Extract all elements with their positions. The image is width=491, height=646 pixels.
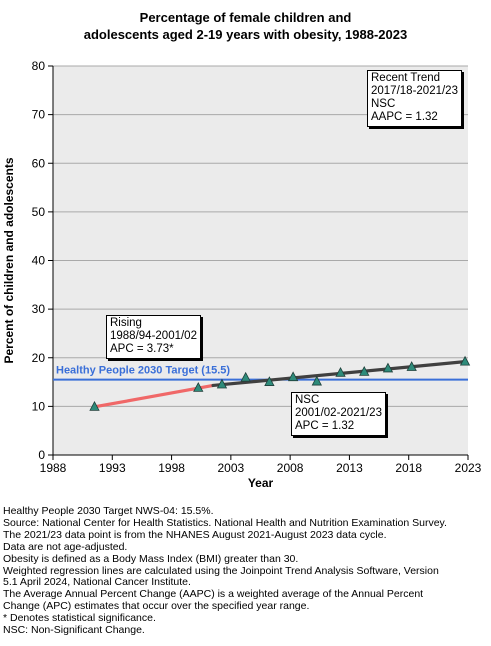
chart-title-line-2: adolescents aged 2-19 years with obesity… bbox=[83, 27, 408, 42]
annotation-rising-line-3: APC = 3.73* bbox=[110, 343, 174, 355]
y-tick-label: 60 bbox=[32, 156, 46, 170]
x-tick-label: 1998 bbox=[158, 461, 185, 475]
data-point bbox=[406, 361, 417, 371]
annotation-rising: Rising 1988/94-2001/02 APC = 3.73* bbox=[106, 315, 201, 359]
axis-labels: 0 10 20 30 40 50 60 70 80 1988 1993 1998 2003 2008 201… bbox=[2, 59, 482, 490]
footnote: The Average Annual Percent Change (AAPC)… bbox=[3, 588, 424, 601]
x-tick-label: 1993 bbox=[99, 461, 126, 475]
axes bbox=[48, 65, 469, 460]
annotation-recent-line-4: AAPC = 1.32 bbox=[371, 111, 438, 123]
observed-points bbox=[89, 355, 471, 411]
data-point bbox=[287, 371, 299, 382]
data-point bbox=[89, 401, 100, 411]
annotation-nsc: NSC 2001/02-2021/23 APC = 1.32 bbox=[291, 392, 386, 436]
data-point bbox=[264, 376, 275, 386]
footnote: The 2021/23 data point is from the NHANE… bbox=[3, 528, 387, 541]
y-tick-label: 0 bbox=[38, 448, 45, 462]
footnote: Data are not age-adjusted. bbox=[3, 540, 128, 553]
x-axis-label: Year bbox=[248, 476, 274, 490]
footnote: Healthy People 2030 Target NWS-04: 15.5%… bbox=[3, 505, 214, 517]
y-axis-label: Percent of children and adolescents bbox=[2, 157, 16, 363]
grid bbox=[53, 65, 468, 455]
annotation-recent-trend: Recent Trend 2017/18-2021/23 NSC AAPC = … bbox=[367, 70, 462, 127]
y-tick-label: 70 bbox=[32, 108, 46, 122]
x-tick-label: 2003 bbox=[218, 461, 245, 475]
annotation-rising-line-1: Rising bbox=[110, 317, 142, 329]
footnote: 5.1 April 2024, National Cancer Institut… bbox=[3, 576, 191, 589]
chart-title: Percentage of female children and adoles… bbox=[0, 9, 491, 43]
annotation-recent-line-3: NSC bbox=[371, 98, 396, 110]
x-tick-label: 2008 bbox=[277, 461, 304, 475]
x-tick-label: 1988 bbox=[40, 461, 67, 475]
annotation-recent-line-1: Recent Trend bbox=[371, 72, 441, 84]
data-point bbox=[240, 371, 251, 382]
annotation-recent-line-2: 2017/18-2021/23 bbox=[371, 85, 458, 97]
y-tick-label: 40 bbox=[32, 254, 46, 268]
annotation-nsc-line-3: APC = 1.32 bbox=[295, 420, 355, 432]
y-tick-label: 30 bbox=[32, 302, 46, 316]
data-point bbox=[193, 382, 204, 392]
footnote: Change (APC) estimates that occur over t… bbox=[3, 600, 310, 613]
data-point bbox=[335, 366, 346, 377]
x-tick-label: 2018 bbox=[395, 461, 422, 475]
data-point bbox=[382, 362, 394, 373]
target-label: Healthy People 2030 Target (15.5) bbox=[56, 365, 230, 377]
footnote: NSC: Non-Significant Change. bbox=[3, 624, 145, 637]
data-point bbox=[311, 375, 322, 386]
footnote: * Denotes statistical significance. bbox=[3, 612, 156, 625]
footnotes: Healthy People 2030 Target NWS-04: 15.5%… bbox=[3, 505, 489, 637]
y-tick-label: 10 bbox=[32, 399, 46, 413]
y-tick-label: 50 bbox=[32, 205, 46, 219]
annotation-nsc-line-1: NSC bbox=[295, 394, 320, 406]
footnote: Weighted regression lines are calculated… bbox=[3, 564, 439, 577]
footnote: Obesity is defined as a Body Mass Index … bbox=[3, 552, 299, 565]
annotation-rising-line-2: 1988/94-2001/02 bbox=[110, 330, 197, 342]
y-tick-label: 20 bbox=[32, 351, 46, 365]
data-point bbox=[459, 355, 471, 366]
footnote: Source: National Center for Health Stati… bbox=[3, 516, 447, 529]
data-point bbox=[359, 365, 370, 376]
trend-segment-1 bbox=[92, 383, 215, 409]
y-tick-label: 80 bbox=[32, 59, 46, 73]
data-point bbox=[216, 378, 228, 389]
x-tick-label: 2013 bbox=[336, 461, 363, 475]
annotation-nsc-line-2: 2001/02-2021/23 bbox=[295, 407, 382, 419]
x-tick-label: 2023 bbox=[455, 461, 482, 475]
obesity-trend-chart: Healthy People 2030 Target (15.5) 0 10 20 3… bbox=[2, 59, 482, 490]
chart-title-line-1: Percentage of female children and bbox=[139, 10, 352, 25]
